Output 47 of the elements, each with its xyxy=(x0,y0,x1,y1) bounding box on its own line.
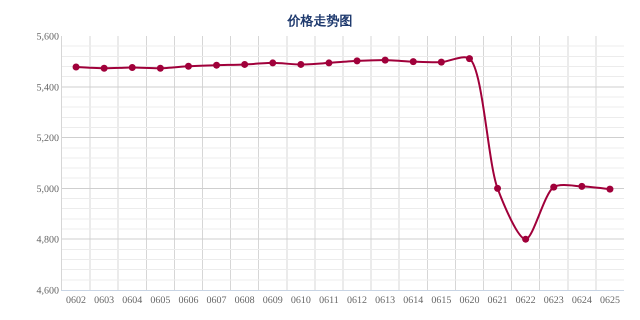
point xyxy=(466,55,473,62)
point xyxy=(494,184,502,192)
x-tick-label: 0605 xyxy=(150,295,170,306)
y-tick-label: 5,600 xyxy=(36,32,59,42)
x-tick-label: 0622 xyxy=(516,295,536,306)
point xyxy=(184,62,192,70)
y-tick-label: 5,000 xyxy=(36,184,59,195)
x-tick-label: 0602 xyxy=(66,295,86,306)
chart-title: 价格走势图 xyxy=(286,13,352,30)
x-tick-label: 0607 xyxy=(206,295,227,306)
point xyxy=(269,59,276,66)
x-tick-label: 0615 xyxy=(431,295,452,306)
y-tick-label: 4,600 xyxy=(36,286,59,296)
x-tick-label: 0620 xyxy=(459,295,480,306)
point xyxy=(522,236,530,243)
x-tick-label: 0623 xyxy=(544,295,564,306)
point xyxy=(550,184,558,191)
point xyxy=(297,60,304,68)
point xyxy=(241,60,248,68)
x-tick-label: 0609 xyxy=(262,295,283,306)
y-tick-label: 4,800 xyxy=(36,234,59,246)
x-tick-label: 0610 xyxy=(290,295,311,306)
x-tick-label: 0614 xyxy=(403,295,424,306)
point xyxy=(100,64,108,72)
point xyxy=(354,57,361,64)
x-tick-label: 0608 xyxy=(234,295,255,306)
x-tick-label: 0624 xyxy=(572,295,592,306)
point xyxy=(128,64,136,71)
y-tick-label: 5,200 xyxy=(36,133,59,144)
point xyxy=(438,58,445,66)
point xyxy=(382,56,389,64)
x-tick-label: 0612 xyxy=(347,295,368,306)
x-tick-label: 0604 xyxy=(122,295,142,306)
x-tick-label: 0625 xyxy=(600,295,620,306)
x-tick-label: 0611 xyxy=(319,295,339,306)
point xyxy=(72,63,80,70)
point xyxy=(156,64,164,72)
point xyxy=(410,58,417,66)
point xyxy=(325,59,332,66)
x-tick-label: 0621 xyxy=(488,295,508,306)
y-tick-label: 5,400 xyxy=(36,82,59,94)
x-tick-label: 0613 xyxy=(375,295,396,306)
x-tick-label: 0606 xyxy=(178,295,198,306)
x-tick-label: 0603 xyxy=(94,295,114,306)
point xyxy=(213,62,220,69)
point xyxy=(578,182,586,190)
point xyxy=(606,186,614,193)
